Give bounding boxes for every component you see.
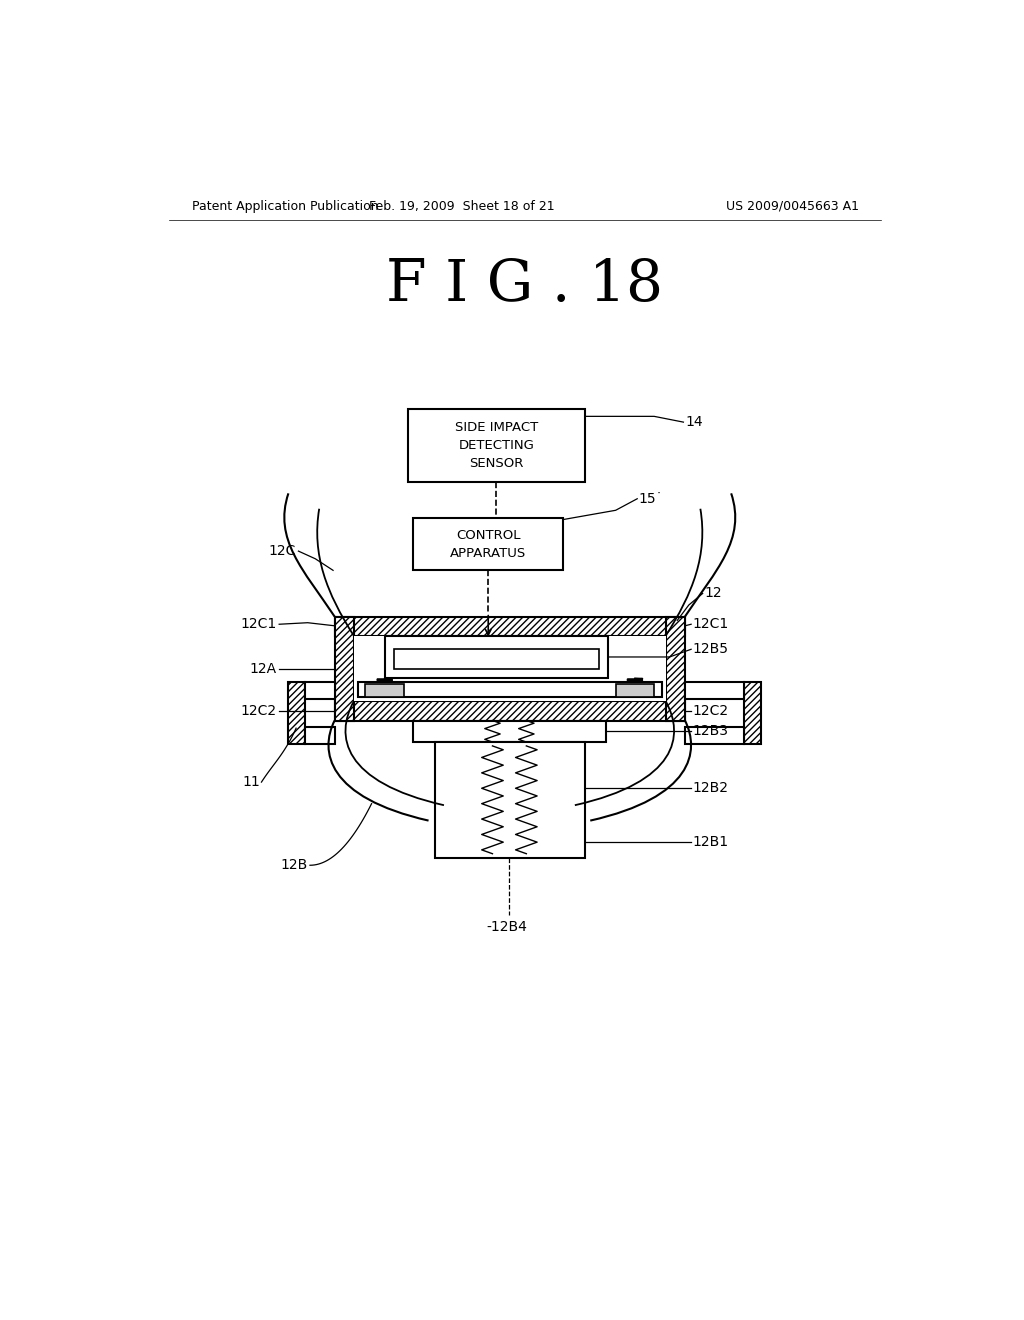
Bar	[305, 726, 335, 743]
Text: CONTROL
APPARATUS: CONTROL APPARATUS	[451, 529, 526, 560]
Text: 12B5: 12B5	[692, 643, 729, 656]
Text: -12B4: -12B4	[486, 920, 527, 933]
Bar	[413, 721, 605, 742]
Bar	[408, 409, 585, 482]
Bar	[357, 682, 662, 697]
Bar	[305, 682, 335, 700]
Text: 11: 11	[242, 775, 260, 789]
Text: 12C2: 12C2	[692, 705, 729, 718]
Text: 12B2: 12B2	[692, 781, 729, 795]
Bar	[413, 517, 563, 570]
Text: 12C1: 12C1	[692, 618, 729, 631]
Bar	[666, 616, 685, 721]
Bar	[335, 701, 685, 721]
Text: SIDE IMPACT
DETECTING
SENSOR: SIDE IMPACT DETECTING SENSOR	[455, 421, 538, 470]
Bar	[744, 682, 761, 743]
Bar	[289, 682, 305, 743]
Text: 12B1: 12B1	[692, 836, 729, 849]
Text: US 2009/0045663 A1: US 2009/0045663 A1	[726, 199, 859, 213]
Text: 15˙: 15˙	[639, 492, 664, 506]
Text: 12: 12	[705, 586, 722, 601]
Bar	[394, 649, 599, 669]
Bar	[685, 726, 744, 743]
Bar	[366, 684, 403, 697]
Bar	[435, 742, 585, 858]
Bar	[685, 682, 744, 700]
Text: 12C2: 12C2	[241, 705, 276, 718]
Bar	[615, 684, 654, 697]
Bar	[385, 636, 608, 678]
Text: 12B3: 12B3	[692, 725, 729, 738]
Text: 12C: 12C	[268, 544, 296, 558]
Text: Patent Application Publication: Patent Application Publication	[193, 199, 379, 213]
Bar	[335, 616, 685, 636]
Text: 14: 14	[685, 414, 702, 429]
Bar	[335, 616, 354, 721]
Text: 12C1: 12C1	[241, 618, 276, 631]
Text: 12B: 12B	[281, 858, 307, 873]
Text: 12A: 12A	[250, 661, 276, 676]
Text: Feb. 19, 2009  Sheet 18 of 21: Feb. 19, 2009 Sheet 18 of 21	[369, 199, 554, 213]
Bar	[354, 636, 666, 701]
Text: F I G . 18: F I G . 18	[386, 257, 664, 313]
